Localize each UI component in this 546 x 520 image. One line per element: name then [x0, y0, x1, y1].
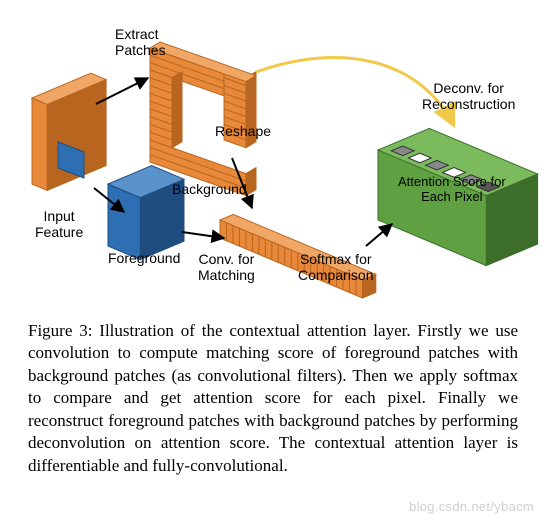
- caption-figno: Figure 3:: [28, 321, 92, 340]
- label-input-feature: InputFeature: [35, 208, 83, 240]
- label-reshape: Reshape: [215, 123, 271, 139]
- figure-caption: Figure 3: Illustration of the contextual…: [0, 308, 546, 477]
- diagram-svg: [0, 8, 546, 308]
- label-deconv: Deconv. forReconstruction: [422, 80, 515, 112]
- caption-text: Illustration of the contextual attention…: [28, 321, 518, 475]
- label-background: Background: [172, 181, 247, 197]
- label-attention-score: Attention Score forEach Pixel: [398, 174, 506, 204]
- label-conv-matching: Conv. forMatching: [198, 251, 255, 283]
- label-extract-patches: ExtractPatches: [115, 26, 166, 58]
- label-softmax: Softmax forComparison: [298, 251, 373, 283]
- diagram-figure: ExtractPatches Reshape Background InputF…: [0, 8, 546, 308]
- label-foreground: Foreground: [108, 250, 180, 266]
